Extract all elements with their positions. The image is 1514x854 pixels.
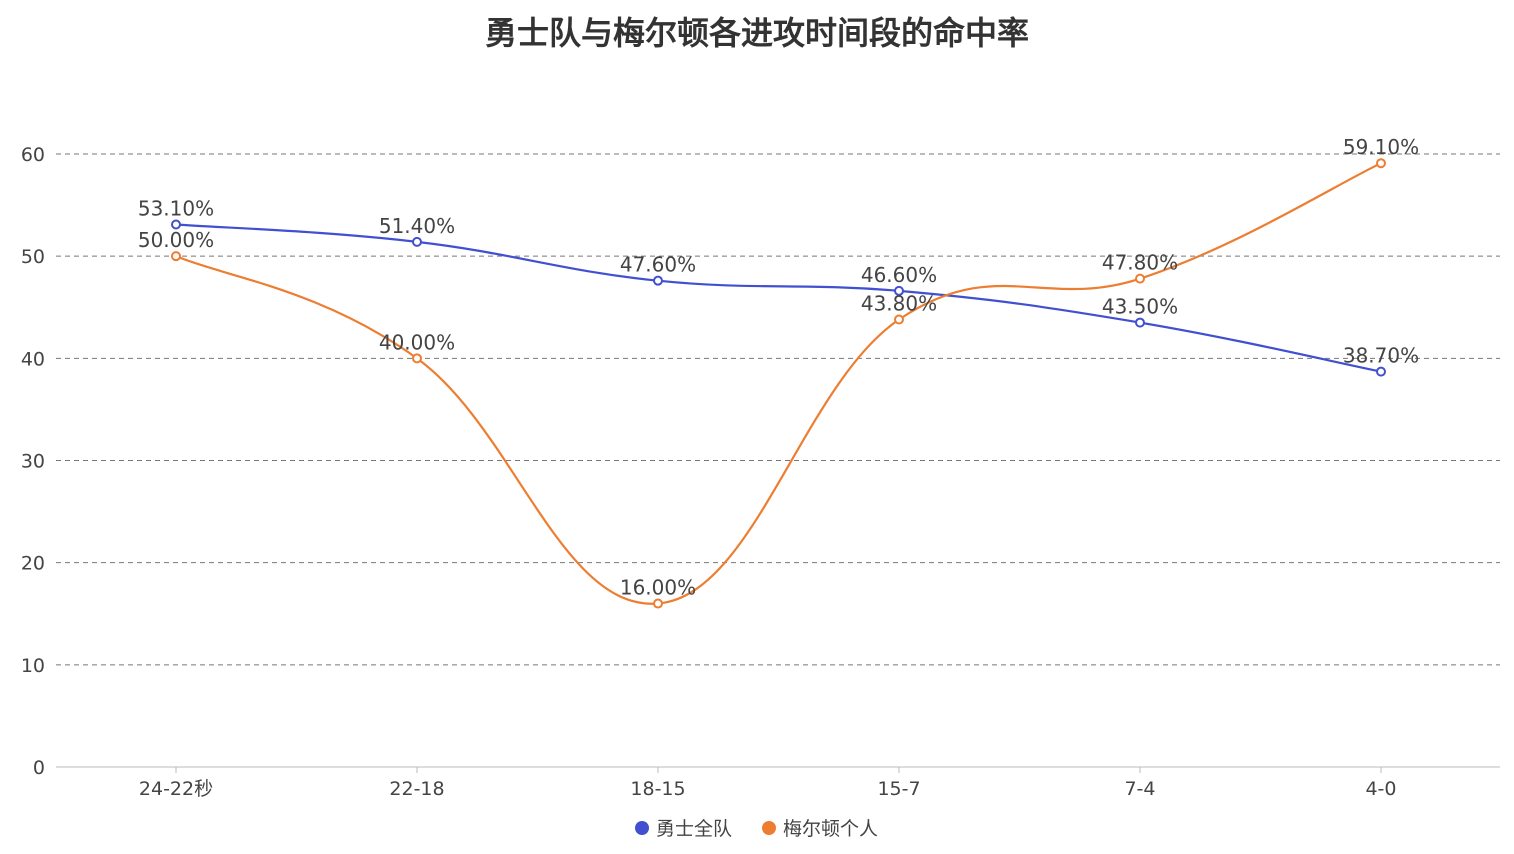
data-point xyxy=(653,598,663,609)
legend-marker xyxy=(762,821,776,835)
data-label: 43.50% xyxy=(1102,295,1178,319)
data-label: 59.10% xyxy=(1343,135,1419,159)
x-tick-label: 24-22秒 xyxy=(139,778,213,800)
data-point xyxy=(412,353,422,364)
data-points xyxy=(171,158,1386,609)
legend-marker xyxy=(635,821,649,835)
x-tick-label: 18-15 xyxy=(630,778,685,800)
data-point xyxy=(171,219,181,230)
y-tick-label: 0 xyxy=(33,757,45,779)
data-label: 53.10% xyxy=(138,196,214,220)
legend-label: 梅尔顿个人 xyxy=(783,818,878,840)
data-point xyxy=(171,251,181,262)
x-tick-label: 7-4 xyxy=(1124,778,1155,800)
y-tick-label: 10 xyxy=(21,655,45,677)
data-point xyxy=(1376,158,1386,169)
series-line xyxy=(175,223,1382,373)
data-point xyxy=(894,314,904,325)
data-label: 50.00% xyxy=(138,228,214,252)
x-tick-label: 15-7 xyxy=(877,778,920,800)
legend[interactable]: 勇士全队 梅尔顿个人 xyxy=(635,818,878,840)
data-label: 43.80% xyxy=(861,292,937,316)
data-point xyxy=(1135,317,1145,328)
data-label: 47.80% xyxy=(1102,251,1178,275)
chart-title: 勇士队与梅尔顿各进攻时间段的命中率 xyxy=(484,14,1029,52)
x-tick-label: 4-0 xyxy=(1365,778,1396,800)
grid-lines xyxy=(56,153,1500,666)
data-point xyxy=(1135,273,1145,284)
y-tick-label: 50 xyxy=(21,246,45,268)
x-tick-label: 22-18 xyxy=(389,778,444,800)
legend-label: 勇士全队 xyxy=(656,818,732,840)
data-label: 47.60% xyxy=(620,253,696,277)
data-label: 40.00% xyxy=(379,330,455,354)
axes: 0 10 20 30 40 50 60 24-22秒 22-18 18-15 15-7 7-4 4-0 xyxy=(21,144,1500,800)
data-label: 51.40% xyxy=(379,214,455,238)
data-label: 16.00% xyxy=(620,576,696,600)
y-tick-label: 40 xyxy=(21,348,45,370)
data-point xyxy=(412,236,422,247)
data-point xyxy=(653,275,663,286)
data-point xyxy=(894,285,904,296)
data-label: 46.60% xyxy=(861,263,937,287)
data-point xyxy=(1376,366,1386,377)
series-line xyxy=(175,162,1382,605)
y-tick-label: 30 xyxy=(21,451,45,473)
y-tick-label: 20 xyxy=(21,553,45,575)
data-labels: 53.10% 51.40% 47.60% 46.60% 43.50% 38.70% 50.0… xyxy=(138,135,1419,599)
data-label: 38.70% xyxy=(1343,344,1419,368)
y-tick-label: 60 xyxy=(21,144,45,166)
series-lines xyxy=(175,162,1382,605)
